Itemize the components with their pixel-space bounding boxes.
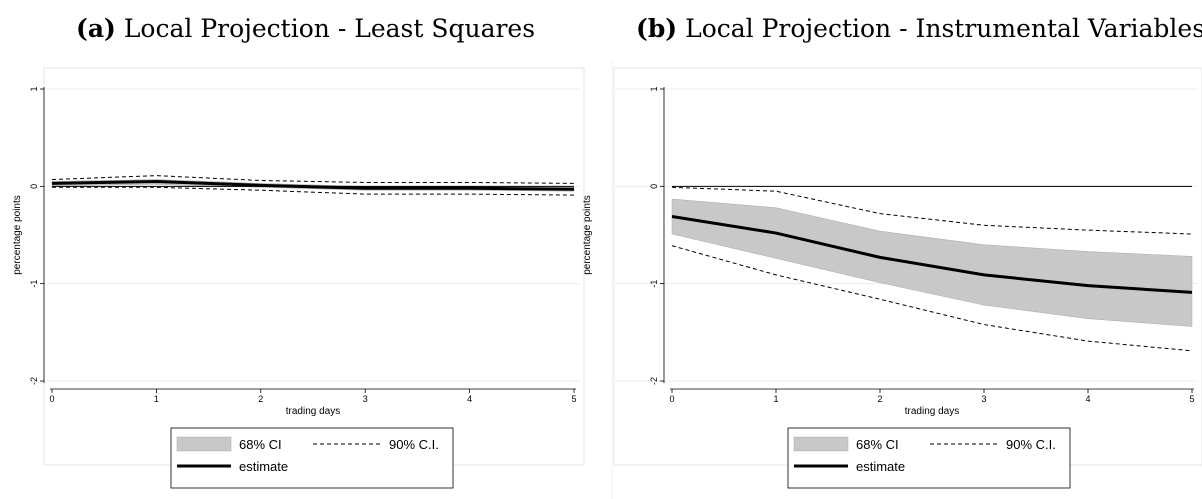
panel-a-x-axis-label: trading days (286, 406, 340, 417)
panel-a-chart: 1 0 -1 -2 0 1 2 3 4 5 trading days percentage point… (12, 67, 585, 489)
panel-b-legend-label-estimate: estimate (856, 459, 905, 474)
panel-a-y-tick-label: 0 (29, 184, 39, 189)
panel-a-ci90-upper (51, 175, 575, 184)
panel-b-chart: 1 0 -1 -2 0 1 2 3 4 5 trading days percentage point… (582, 67, 1202, 489)
panel-b-x-tick-label: 1 (773, 394, 778, 404)
panel-b-ci90-lower (671, 245, 1193, 352)
panel-a-ci90-lower (52, 186, 575, 196)
panel-b-x-tick-label: 4 (1085, 394, 1090, 404)
panel-b-title: (b) Local Projection - Instrumental Vari… (636, 14, 1202, 43)
panel-a-y-tick-label: 1 (29, 86, 39, 91)
panel-b-x-tick-label: 3 (981, 394, 986, 404)
panel-b-legend-swatch-ci68 (793, 436, 849, 452)
panel-b-y-tick-label: 0 (649, 184, 659, 189)
panel-a-title-text: Local Projection - Least Squares (123, 14, 536, 43)
panel-b-ci90-upper (671, 186, 1193, 235)
panel-b-x-axis-label: trading days (905, 406, 959, 417)
panel-a-legend-label-ci90: 90% C.I. (389, 437, 439, 452)
panel-b-title-text: Local Projection - Instrumental Variable… (685, 14, 1202, 43)
panel-a-x-tick-label: 5 (571, 394, 576, 404)
panel-a-prefix: (a) (76, 14, 116, 43)
panel-a-x-tick-label: 4 (467, 394, 472, 404)
panel-b-x-tick-label: 2 (877, 394, 882, 404)
panel-a-legend-label-estimate: estimate (239, 459, 288, 474)
panel-a-title: (a) Local Projection - Least Squares (76, 14, 535, 43)
panel-a-x-tick-label: 3 (363, 394, 368, 404)
panel-b-y-tick-label: -2 (649, 377, 659, 385)
panel-b-y-tick-label: -1 (649, 280, 659, 288)
panel-b-x-tick-label: 0 (669, 394, 674, 404)
panel-b-y-axis-label: percentage points (582, 195, 593, 275)
panel-a-legend-swatch-ci68 (176, 436, 232, 452)
panel-a-y-tick-label: -1 (29, 280, 39, 288)
panel-a-estimate-line (51, 179, 575, 191)
panel-a-x-tick-label: 2 (258, 394, 263, 404)
panel-b-estimate-line (671, 215, 1193, 294)
panel-b-legend-label-ci68: 68% CI (856, 437, 899, 452)
panel-b-legend-label-ci90: 90% C.I. (1006, 437, 1056, 452)
panel-a-y-axis-label: percentage points (12, 195, 23, 275)
panel-b-y-tick-label: 1 (649, 86, 659, 91)
panel-b-x-tick-label: 5 (1189, 394, 1194, 404)
panel-b-prefix: (b) (636, 14, 678, 43)
panel-a-x-tick-label: 1 (154, 394, 159, 404)
panel-b-ci68-band (671, 198, 1193, 327)
panel-a-y-tick-label: -2 (29, 377, 39, 385)
panel-a-x-tick-label: 0 (49, 394, 54, 404)
panel-a-legend-label-ci68: 68% CI (239, 437, 282, 452)
